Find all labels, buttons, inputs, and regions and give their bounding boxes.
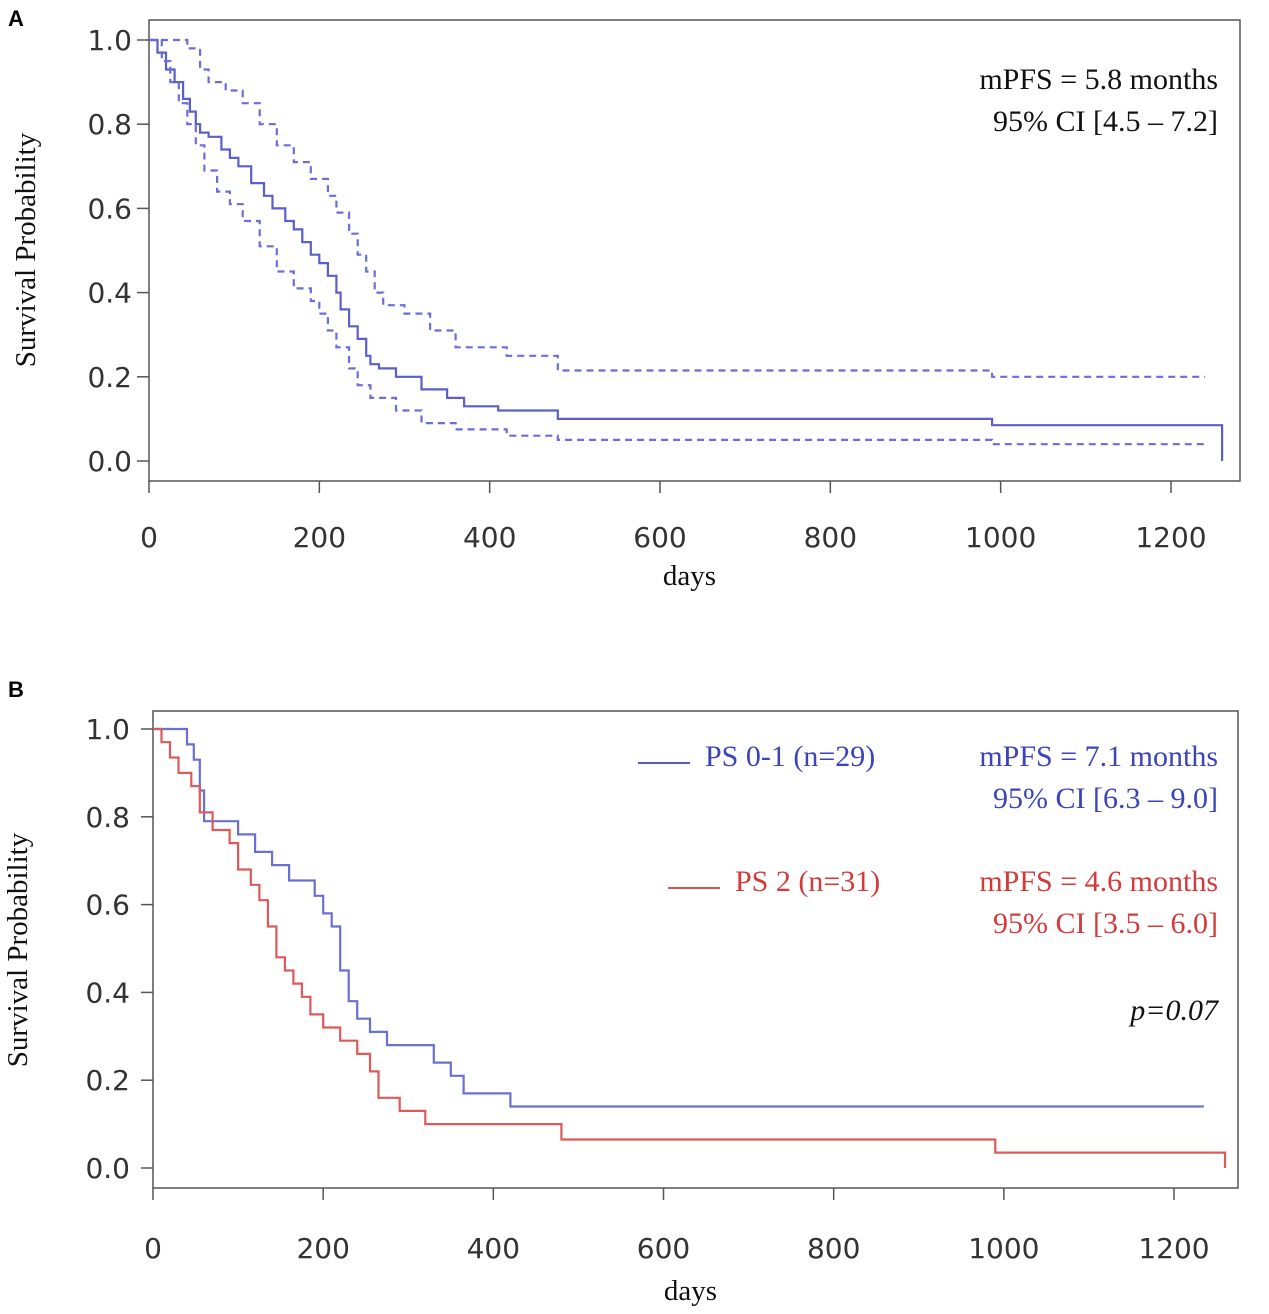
panel-b-xtick-label: 800 xyxy=(807,1232,860,1265)
panel-a-x-axis-title: days xyxy=(663,560,716,592)
panel-a-xtick-label: 1200 xyxy=(1135,521,1206,554)
legend-ps01-label: PS 0-1 (n=29) xyxy=(705,740,875,773)
panel-a-series-lower-95-ci xyxy=(149,38,1206,446)
panel-a-ytick-label: 0.2 xyxy=(87,361,132,394)
panel-a-ci: 95% CI [4.5 – 7.2] xyxy=(993,105,1218,138)
panel-a-xtick-label: 800 xyxy=(804,521,857,554)
panel-b-xtick-label: 200 xyxy=(296,1232,349,1265)
panel-a-chart: 0.0 0.2 0.4 0.6 0.8 1.0 0 200 400 600 800 1000 1200 d… xyxy=(10,24,1224,592)
panel-a-ytick-label: 0.4 xyxy=(87,277,132,310)
legend-ps2-ci: 95% CI [3.5 – 6.0] xyxy=(993,907,1218,940)
p-value: p=0.07 xyxy=(1128,994,1220,1027)
panel-b-chart: 0.0 0.2 0.4 0.6 0.8 1.0 0 200 400 600 800 1000 1200 d… xyxy=(2,713,1227,1307)
panel-b-x-axis-title: days xyxy=(664,1275,717,1307)
panel-a-ytick-label: 0.6 xyxy=(87,192,132,225)
panel-b-plot-frame xyxy=(152,710,1239,1189)
panel-a-xtick-label: 1000 xyxy=(965,521,1036,554)
panel-b-ytick-label: 0.0 xyxy=(85,1152,130,1185)
panel-b-xtick-label: 0 xyxy=(144,1232,162,1265)
panel-b-xtick-label: 1200 xyxy=(1138,1232,1209,1265)
panel-b-series-ps-2-n-31 xyxy=(153,727,1227,1168)
panel-a-series-upper-95-ci xyxy=(149,38,1206,378)
panel-a-xtick-label: 600 xyxy=(633,521,686,554)
panel-b-ytick-label: 0.6 xyxy=(85,889,130,922)
panel-b-xtick-label: 400 xyxy=(467,1232,520,1265)
panel-b-letter: B xyxy=(8,677,24,702)
panel-a-letter: A xyxy=(8,6,24,31)
panel-a-xtick-label: 0 xyxy=(140,521,158,554)
panel-a-y-axis-title: Survival Probability xyxy=(10,132,42,367)
panel-a-ytick-label: 0.8 xyxy=(87,108,132,141)
legend-ps2-label: PS 2 (n=31) xyxy=(735,865,880,898)
panel-a-series-estimate xyxy=(149,38,1224,461)
panel-b-ytick-label: 0.4 xyxy=(85,976,130,1009)
legend-ps01-ci: 95% CI [6.3 – 9.0] xyxy=(993,782,1218,815)
panel-a-ytick-label: 0.0 xyxy=(87,445,132,478)
panel-b-xtick-label: 1000 xyxy=(968,1232,1039,1265)
panel-b-ytick-label: 0.8 xyxy=(85,801,130,834)
panel-a-plot-frame xyxy=(148,19,1241,482)
panel-b-y-axis-title: Survival Probability xyxy=(2,832,34,1067)
panel-a-xtick-label: 200 xyxy=(293,521,346,554)
panel-a-ytick-label: 1.0 xyxy=(87,24,132,57)
panel-b-xtick-label: 600 xyxy=(637,1232,690,1265)
panel-a-xtick-label: 400 xyxy=(463,521,516,554)
panel-b-ytick-label: 1.0 xyxy=(85,713,130,746)
legend-ps01-mpfs: mPFS = 7.1 months xyxy=(979,740,1218,773)
panel-b-ytick-label: 0.2 xyxy=(85,1064,130,1097)
legend-ps2-mpfs: mPFS = 4.6 months xyxy=(979,865,1218,898)
panel-a-mpfs: mPFS = 5.8 months xyxy=(979,63,1218,96)
